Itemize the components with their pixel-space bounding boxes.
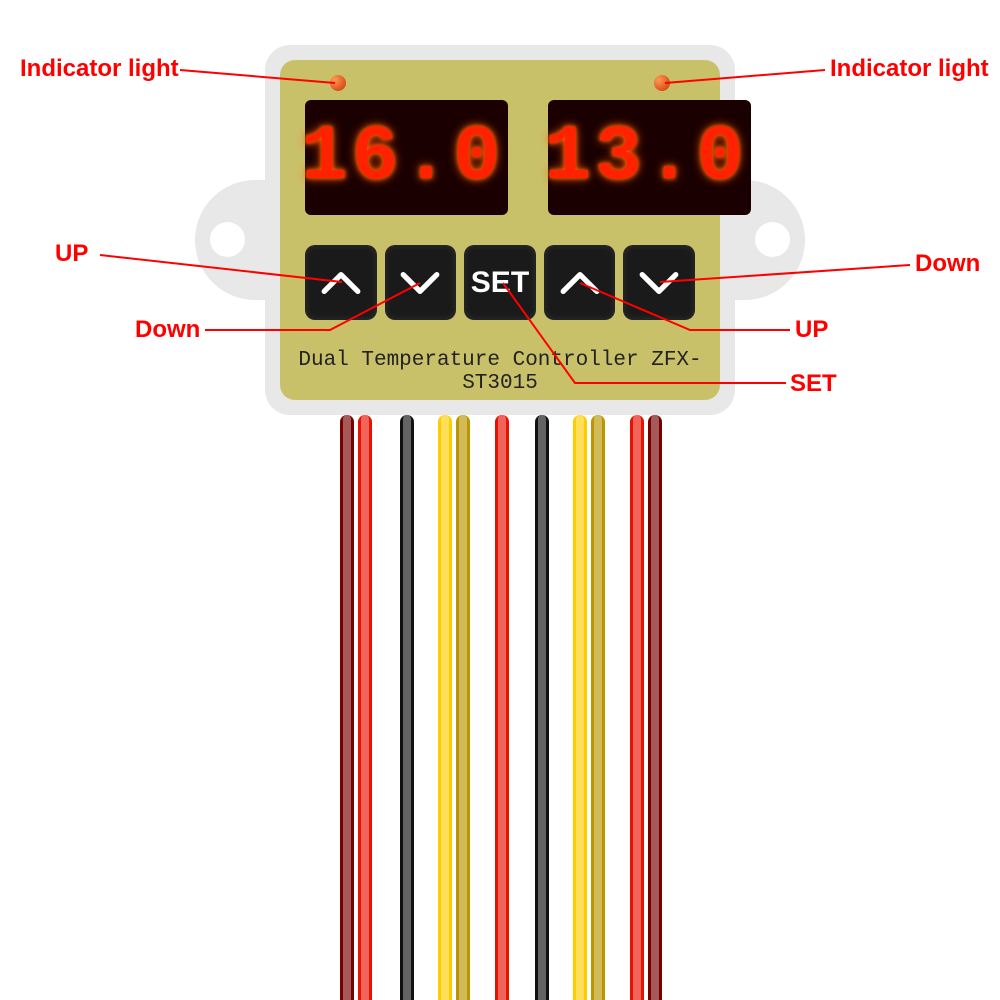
wire-yellow-shadow-2 bbox=[591, 415, 605, 1000]
controller-device: 16.0 13.0 SET Dual Temperature Controlle… bbox=[210, 45, 790, 415]
wire-red-1 bbox=[358, 415, 372, 1000]
down-button-left[interactable] bbox=[385, 245, 457, 320]
display-left-value: 16.0 bbox=[301, 114, 504, 202]
wire-yellow-shadow-1 bbox=[456, 415, 470, 1000]
button-row: SET bbox=[305, 245, 695, 320]
callout-up-left: UP bbox=[55, 240, 88, 268]
callout-indicator-left: Indicator light bbox=[20, 55, 179, 83]
callout-up-right: UP bbox=[795, 316, 828, 344]
model-label: Dual Temperature Controller ZFX-ST3015 bbox=[290, 349, 710, 395]
wire-red-3 bbox=[630, 415, 644, 1000]
display-right-value: 13.0 bbox=[544, 114, 747, 202]
wire-red-shadow-2 bbox=[648, 415, 662, 1000]
display-right: 13.0 bbox=[548, 100, 751, 215]
wire-black-1 bbox=[400, 415, 414, 1000]
indicator-led-left bbox=[330, 75, 346, 91]
callout-down-left: Down bbox=[135, 316, 200, 344]
wire-yellow-2 bbox=[573, 415, 587, 1000]
indicator-led-right bbox=[654, 75, 670, 91]
down-button-right[interactable] bbox=[623, 245, 695, 320]
display-row: 16.0 13.0 bbox=[305, 100, 695, 215]
callout-down-right: Down bbox=[915, 250, 980, 278]
wire-black-2 bbox=[535, 415, 549, 1000]
wire-red-2 bbox=[495, 415, 509, 1000]
set-button-label: SET bbox=[471, 266, 529, 300]
up-button-right[interactable] bbox=[544, 245, 616, 320]
up-button-left[interactable] bbox=[305, 245, 377, 320]
set-button[interactable]: SET bbox=[464, 245, 536, 320]
callout-indicator-right: Indicator light bbox=[830, 55, 989, 83]
callout-set-right: SET bbox=[790, 370, 837, 398]
wire-yellow-1 bbox=[438, 415, 452, 1000]
display-left: 16.0 bbox=[305, 100, 508, 215]
wire-red-shadow bbox=[340, 415, 354, 1000]
